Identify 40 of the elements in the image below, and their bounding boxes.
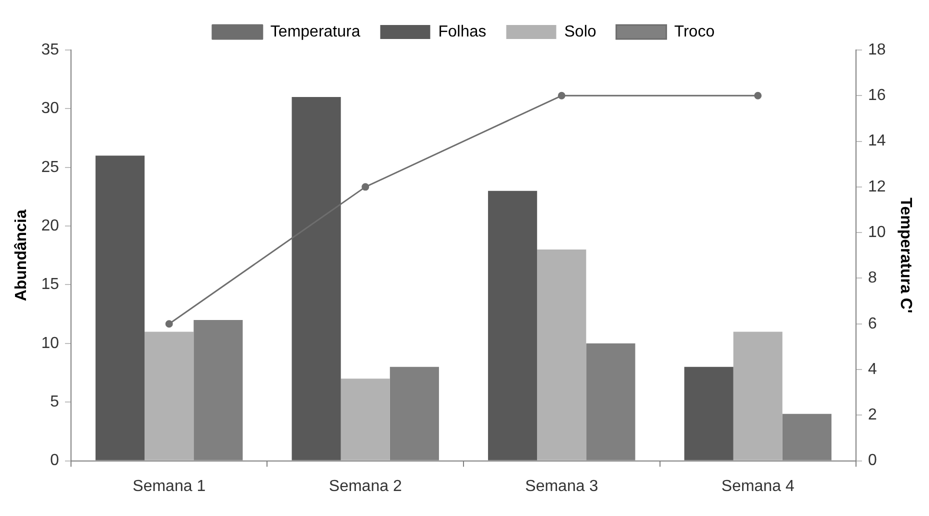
bar <box>733 332 782 460</box>
bar <box>340 378 390 460</box>
y2-tick-label: 14 <box>868 132 886 150</box>
y2-tick-label: 0 <box>868 452 878 470</box>
bar <box>684 366 734 460</box>
point <box>165 320 173 328</box>
y-tick-label: 15 <box>41 276 60 294</box>
y-tick-label: 5 <box>50 394 60 411</box>
legend-label: Troco <box>674 23 715 40</box>
bar <box>292 96 341 460</box>
y2-tick-label: 4 <box>868 360 878 378</box>
y2-tick-label: 18 <box>868 41 886 58</box>
point <box>362 183 370 191</box>
y2-tick-label: 12 <box>868 178 886 196</box>
y-axis-title: Abundância <box>13 210 30 302</box>
legend-label: Solo <box>564 23 596 40</box>
y2-tick-label: 16 <box>868 87 886 104</box>
point <box>754 92 762 100</box>
y-tick-label: 0 <box>50 452 60 470</box>
x-tick-label: Semana 3 <box>525 478 598 495</box>
bar <box>488 190 538 460</box>
y2-tick-label: 2 <box>868 406 878 424</box>
point <box>558 92 566 100</box>
y-tick-label: 35 <box>41 41 60 58</box>
y2-axis-title: Temperatura C' <box>896 198 914 314</box>
y-tick-label: 10 <box>41 334 60 352</box>
bar <box>537 250 586 460</box>
y2-tick-label: 10 <box>868 224 886 241</box>
bar <box>96 156 145 460</box>
x-tick-label: Semana 2 <box>328 478 402 495</box>
y2-tick-label: 6 <box>868 315 878 332</box>
x-tick-label: Semana 4 <box>721 478 794 495</box>
x-tick-label: Semana 1 <box>132 478 206 495</box>
y-tick-label: 30 <box>41 100 60 118</box>
y-tick-label: 20 <box>41 217 60 234</box>
bar <box>144 332 194 460</box>
legend-label: Folhas <box>438 23 486 40</box>
y2-tick-label: 8 <box>868 270 878 287</box>
legend-label: Temperatura <box>270 23 360 40</box>
y-tick-label: 25 <box>41 158 60 176</box>
